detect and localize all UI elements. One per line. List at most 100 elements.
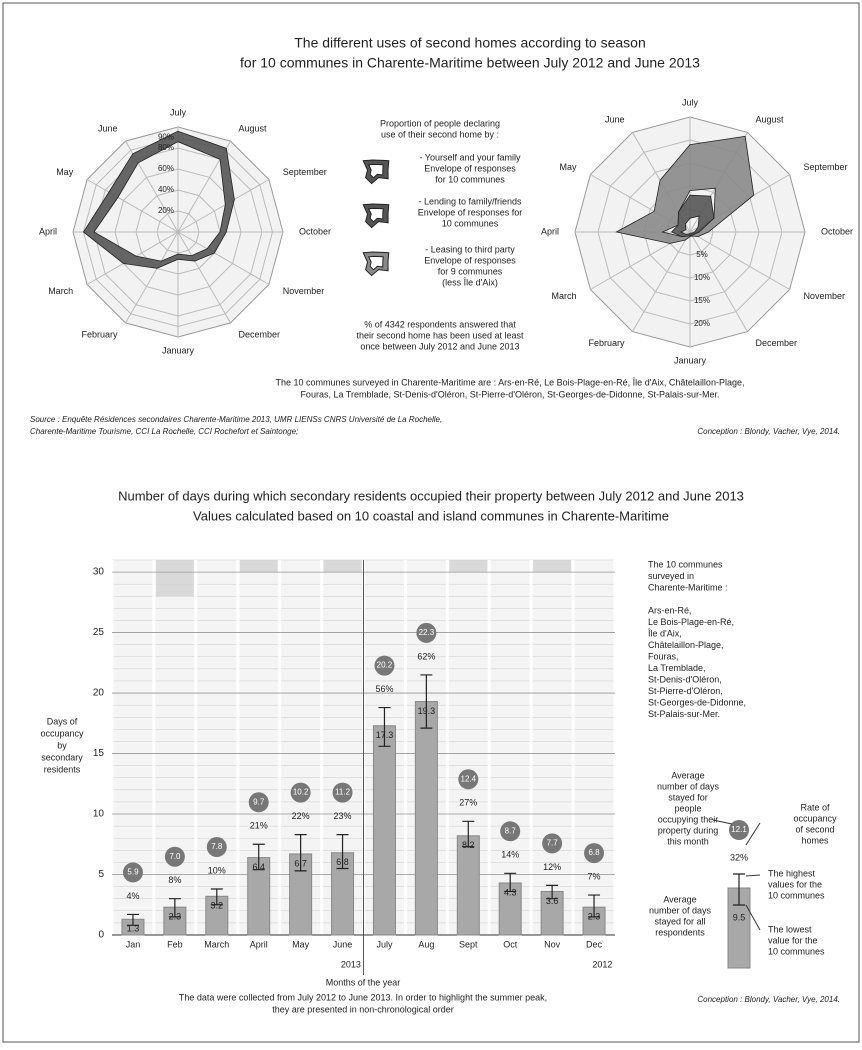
legend-heading: Proportion of people declaring: [380, 118, 500, 128]
month-limit: [533, 560, 572, 573]
bar: [372, 725, 396, 936]
radar-spoke: [632, 231, 691, 332]
communes-list: St-Denis-d'Oléron,: [648, 674, 722, 684]
key-text: respondents: [655, 927, 705, 937]
month-label: July: [682, 97, 699, 107]
occupying-circle: [122, 862, 143, 883]
month-limit: [239, 560, 278, 573]
communes-list: Châtelaillon-Plage,: [648, 640, 724, 650]
communes-list: Ars-en-Ré,: [648, 605, 692, 615]
month-label: August: [756, 115, 785, 125]
month-label: November: [283, 286, 325, 296]
key-value: 32%: [730, 852, 748, 862]
x-tick-label: Dec: [586, 939, 603, 949]
value-label: 3.2: [211, 901, 224, 911]
key-text: The highest: [768, 868, 816, 878]
month-label: February: [588, 338, 625, 348]
x-tick-label: Aug: [418, 939, 434, 949]
x-tick-label: Nov: [544, 939, 561, 949]
error-bar: [252, 843, 265, 871]
communes-list: Charente-Maritime :: [648, 582, 728, 592]
rate-label: 12%: [543, 862, 561, 872]
rate-label: 21%: [250, 821, 268, 831]
communes-list: surveyed in: [648, 571, 694, 581]
value-label: 8.2: [462, 840, 475, 850]
subtitle: for 10 communes in Charente-Maritime bet…: [240, 55, 700, 71]
x-tick-label: June: [333, 939, 353, 949]
r-tick-label: 90%: [158, 133, 174, 142]
value-label: 1.3: [127, 924, 140, 934]
key-text: The lowest: [768, 924, 812, 934]
legend-note: for 9 communes: [438, 266, 503, 276]
occupying-circle: [458, 769, 479, 790]
key-text: stayed for: [668, 792, 708, 802]
month-label: March: [552, 291, 577, 301]
occupying-circle: [374, 655, 395, 676]
legend-icon-hole: [368, 163, 384, 179]
legend-note: (less Île d'Aix): [442, 277, 498, 287]
bar-subtitle: Values calculated based on 10 coastal an…: [193, 508, 669, 523]
x-tick-label: Sept: [459, 939, 478, 949]
r-tick-label: 10%: [694, 273, 710, 282]
key-text: of second: [795, 824, 834, 834]
communes-list: La Tremblade,: [648, 663, 706, 673]
radar-spoke: [177, 231, 270, 285]
month-limit: [155, 560, 194, 597]
occupying-label: 8.7: [505, 826, 517, 835]
x-axis-label: Months of the year: [326, 977, 401, 987]
x-tick-label: April: [250, 939, 268, 949]
radar-spoke: [177, 231, 231, 324]
radar-spoke: [177, 179, 270, 233]
error-bar: [378, 706, 391, 747]
bar: [414, 701, 438, 936]
error-bar: [210, 888, 223, 906]
month-label: June: [98, 123, 118, 133]
legend-entry: - Yourself and your family: [419, 152, 521, 162]
year-label: 2012: [592, 959, 612, 969]
communes-note: The 10 communes surveyed in Charente-Mar…: [276, 377, 745, 387]
x-tick-label: Feb: [167, 939, 183, 949]
legend-entry: - Leasing to third party: [425, 244, 515, 254]
month-label: January: [674, 355, 707, 365]
key-text: values for the: [768, 879, 822, 889]
key-text: number of days: [657, 781, 720, 791]
rate-label: 10%: [208, 865, 226, 875]
key-value: 12.1: [731, 825, 747, 834]
month-label: August: [239, 123, 268, 133]
y-tick-label: 5: [98, 869, 104, 880]
legend-note: Envelope of responses: [424, 255, 516, 265]
envelope: [670, 194, 715, 238]
error-bar: [504, 872, 517, 893]
key-text: 10 communes: [768, 946, 825, 956]
value-label: 19.3: [418, 706, 436, 716]
r-tick-label: 20%: [694, 319, 710, 328]
rate-label: 14%: [501, 850, 519, 860]
y-tick-label: 30: [93, 567, 105, 578]
month-label: October: [821, 226, 853, 236]
value-label: 2.3: [169, 912, 182, 922]
error-bar: [126, 913, 139, 926]
rate-label: 62%: [417, 651, 435, 661]
error-bar: [588, 894, 601, 918]
radar-spoke: [689, 231, 790, 290]
x-tick-label: May: [292, 939, 310, 949]
rate-label: 4%: [126, 891, 139, 901]
y-axis-label: residents: [44, 764, 81, 774]
x-tick-label: July: [376, 939, 393, 949]
month-label: April: [541, 226, 559, 236]
communes-note: Fouras, La Tremblade, St-Denis-d'Oléron,…: [300, 389, 719, 399]
y-tick-label: 0: [98, 930, 104, 941]
y-tick-label: 25: [93, 627, 105, 638]
month-label: November: [803, 291, 845, 301]
value-label: 3.6: [546, 896, 559, 906]
key-text: 10 communes: [768, 890, 825, 900]
x-tick-label: Oct: [503, 939, 518, 949]
occupying-circle: [500, 821, 521, 842]
key-text: property during: [658, 825, 719, 835]
occupying-label: 7.0: [169, 852, 181, 861]
key-pointers: [712, 819, 761, 931]
key-circle: [729, 820, 749, 840]
error-bar: [420, 674, 433, 729]
legend-note: Envelope of responses: [424, 163, 516, 173]
